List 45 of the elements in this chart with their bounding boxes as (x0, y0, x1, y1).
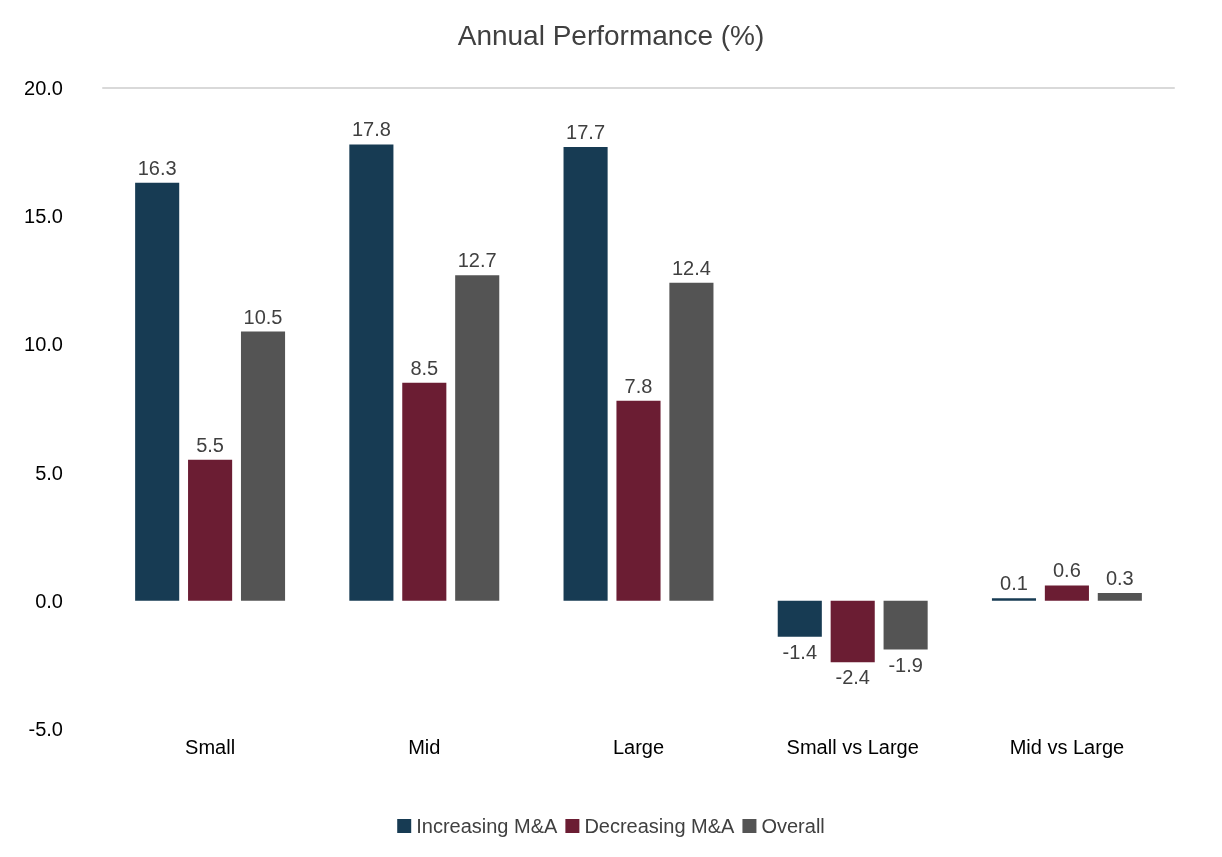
data-label: 10.5 (243, 305, 283, 328)
data-label: 0.1 (1000, 572, 1028, 595)
bar (402, 382, 447, 601)
bar (240, 331, 286, 601)
data-label: 12.4 (671, 256, 711, 279)
data-label: 7.8 (624, 374, 653, 397)
bar (349, 144, 394, 601)
x-tick-label: Mid (408, 736, 441, 758)
y-tick-label: 10.0 (24, 333, 63, 356)
data-label: 12.7 (457, 249, 497, 272)
bar (616, 400, 661, 601)
chart-title: Annual Performance (%) (457, 19, 765, 51)
bar (563, 146, 608, 601)
data-label: 0.3 (1105, 567, 1134, 590)
bar (1097, 593, 1142, 601)
y-tick-label: 20.0 (24, 77, 63, 99)
data-label: 17.7 (566, 120, 606, 143)
legend-label: Increasing M&A (416, 815, 559, 837)
data-label: 16.3 (137, 156, 177, 179)
data-label: 0.6 (1052, 559, 1081, 582)
y-tick-label: 0.0 (35, 589, 63, 612)
bar (777, 600, 822, 637)
x-tick-label: Large (612, 736, 665, 758)
bar (455, 275, 500, 601)
y-tick-label: 5.0 (35, 461, 63, 484)
bar (135, 182, 180, 601)
bar (669, 282, 714, 601)
data-label: 17.8 (351, 118, 391, 141)
bar (830, 600, 875, 663)
data-label: 5.5 (196, 433, 225, 456)
legend-label: Decreasing M&A (584, 815, 736, 837)
bar (1044, 585, 1089, 601)
x-tick-label: Mid vs Large (1009, 736, 1125, 758)
bar (991, 598, 1037, 601)
y-tick-label: 15.0 (24, 205, 63, 228)
y-tick-label: -5.0 (28, 718, 63, 740)
legend-label: Overall (761, 815, 825, 837)
x-tick-label: Small vs Large (786, 736, 919, 758)
data-label: -1.9 (888, 653, 923, 676)
data-label: 8.5 (410, 356, 439, 379)
data-label: -2.4 (835, 666, 870, 689)
bar (188, 459, 233, 601)
bar (883, 600, 928, 650)
data-label: -1.4 (782, 640, 818, 663)
x-tick-label: Small (185, 736, 236, 758)
